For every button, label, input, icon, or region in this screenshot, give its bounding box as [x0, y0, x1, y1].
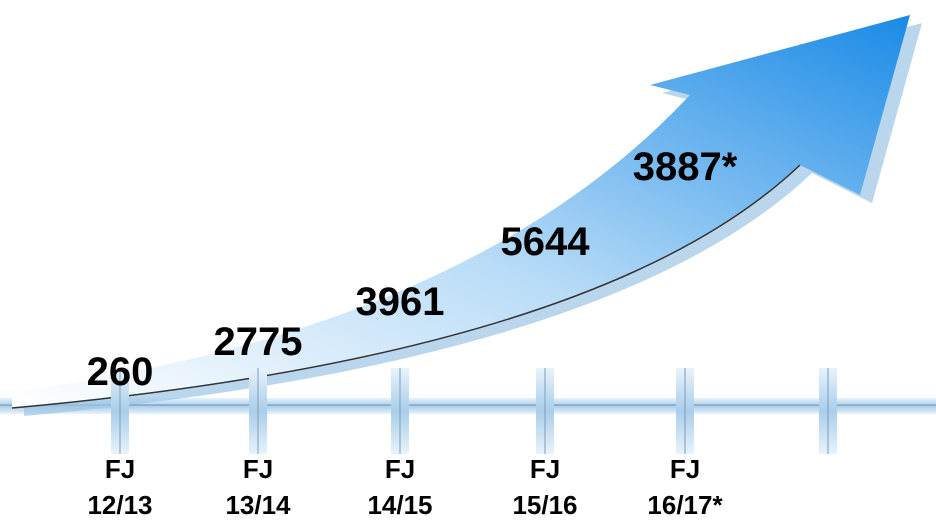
value-label: 5644 — [501, 220, 591, 264]
period-label: FJ — [670, 454, 700, 484]
period-label: 15/16 — [512, 490, 577, 520]
period-label: FJ — [385, 454, 415, 484]
value-label: 2775 — [214, 320, 303, 364]
tick-posts — [111, 368, 837, 454]
timeline — [0, 398, 936, 414]
period-label: FJ — [243, 454, 273, 484]
period-label: FJ — [105, 454, 135, 484]
value-label: 3961 — [356, 280, 445, 324]
value-label: 260 — [87, 350, 154, 394]
period-label: 12/13 — [87, 490, 152, 520]
period-label: 14/15 — [367, 490, 432, 520]
value-label: 3887* — [633, 145, 738, 189]
period-label: 16/17* — [647, 490, 723, 520]
labels: 260 FJ 12/13 2775 FJ 13/14 3961 FJ 14/15 5644 FJ 15… — [87, 145, 738, 520]
arrow — [11, 15, 922, 416]
period-label: FJ — [530, 454, 560, 484]
period-label: 13/14 — [225, 490, 291, 520]
